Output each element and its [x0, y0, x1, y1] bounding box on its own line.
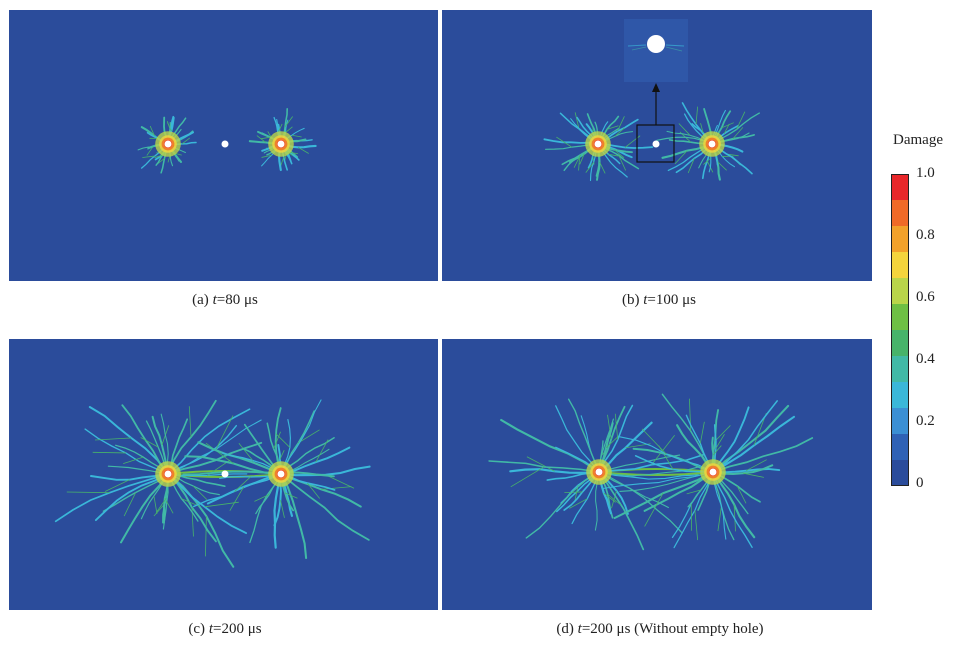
panel-d-cracks	[488, 393, 814, 551]
legend-title: Damage	[893, 132, 943, 148]
caption-d: (d) t=200 μs (Without empty hole)	[556, 621, 764, 637]
panel-d	[442, 339, 872, 610]
panel-a-empty-hole	[221, 140, 229, 148]
legend-tick-0-2: 0.2	[916, 413, 935, 429]
panel-b-cracks	[543, 102, 760, 182]
legend-tick-0-8: 0.8	[916, 227, 935, 243]
panel-b-empty-hole	[652, 140, 660, 148]
legend-colorbar	[891, 174, 909, 486]
panel-a	[9, 10, 438, 281]
legend-tick-0-6: 0.6	[916, 289, 935, 305]
legend-tick-1-0: 1.0	[916, 165, 935, 181]
legend-tick-0: 0	[916, 475, 924, 491]
panel-c-cracks	[54, 399, 371, 568]
zoom-inset	[624, 19, 688, 82]
caption-c: (c) t=200 μs	[188, 621, 262, 637]
zoom-arrow-head	[652, 83, 660, 92]
zoom-inset-hole	[647, 35, 665, 53]
legend-tick-0-4: 0.4	[916, 351, 935, 367]
panel-a-cracks	[137, 108, 317, 174]
caption-a: (a) t=80 μs	[192, 292, 258, 308]
panel-c	[9, 339, 438, 610]
panel-b	[442, 10, 872, 281]
panel-c-empty-hole	[221, 470, 229, 478]
caption-b: (b) t=100 μs	[621, 292, 696, 308]
